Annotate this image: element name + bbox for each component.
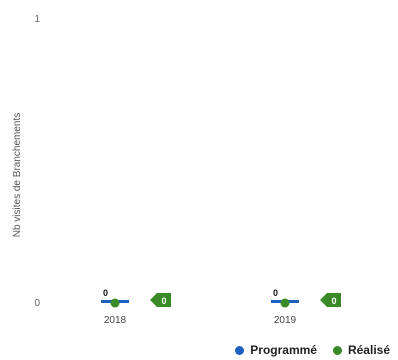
y-axis-label: Nb visites de Branchements xyxy=(12,113,23,238)
data-label-realise-2019: 0 xyxy=(331,296,336,306)
point-realise-2018 xyxy=(110,298,120,308)
x-tick-label-2019: 2019 xyxy=(274,315,297,326)
legend-item-realise[interactable]: Réalisé xyxy=(332,343,390,357)
data-label-realise-2018: 0 xyxy=(161,296,166,306)
legend-label-programme: Programmé xyxy=(250,343,317,357)
legend-dot-programme xyxy=(235,345,245,355)
y-tick-label-0: 0 xyxy=(34,298,40,309)
legend-dot-realise xyxy=(332,345,342,355)
chart-svg: Nb visites de Branchements 0 1 0 0 2018 0 0 20… xyxy=(12,14,341,326)
legend-item-programme[interactable]: Programmé xyxy=(235,343,317,357)
y-tick-label-1: 1 xyxy=(34,14,40,25)
callout-realise-2019 xyxy=(320,293,341,307)
x-tick-label-2018: 2018 xyxy=(104,315,127,326)
data-label-programme-2019: 0 xyxy=(273,288,278,298)
point-realise-2019 xyxy=(280,298,290,308)
legend-label-realise: Réalisé xyxy=(347,343,390,357)
data-label-programme-2018: 0 xyxy=(103,288,108,298)
legend: Programmé Réalisé xyxy=(235,342,390,358)
callout-realise-2018 xyxy=(150,293,171,307)
